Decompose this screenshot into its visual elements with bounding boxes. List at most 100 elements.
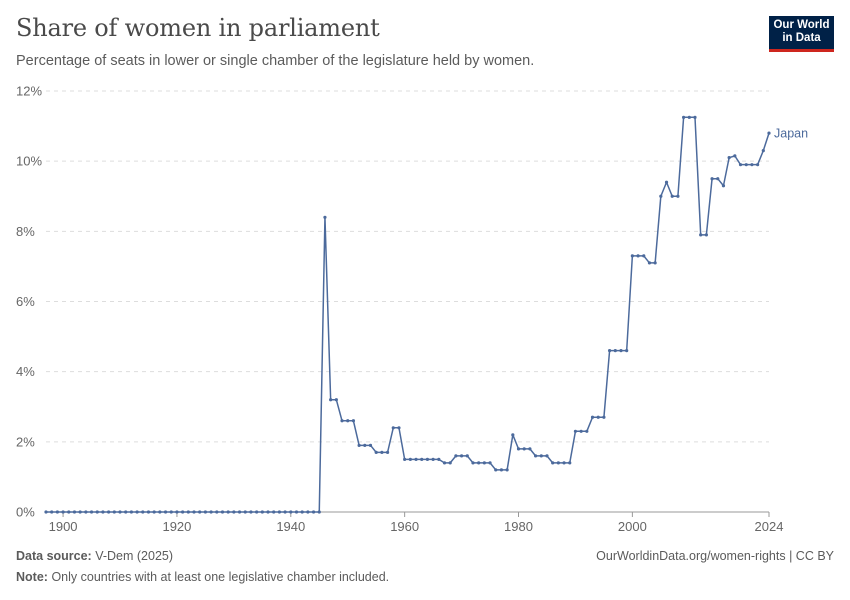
x-tick-label: 1960 (390, 519, 419, 534)
data-point (203, 510, 208, 514)
source-line: Data source: V-Dem (2025) (16, 549, 173, 563)
data-point (266, 510, 270, 514)
data-point (363, 443, 367, 447)
data-point (682, 115, 686, 119)
source-text[interactable]: V-Dem (2025) (95, 549, 174, 563)
series-layer: Japan (44, 115, 808, 514)
data-point (181, 510, 185, 514)
y-tick-label: 0% (16, 505, 35, 520)
data-point (89, 510, 94, 514)
data-point (721, 184, 726, 188)
note-label: Note: (16, 570, 48, 584)
data-point (118, 510, 122, 514)
data-point (767, 131, 771, 135)
data-point (112, 510, 116, 514)
data-point (533, 454, 538, 458)
data-point (391, 426, 395, 430)
data-point (625, 349, 629, 353)
data-point (699, 233, 703, 237)
data-point (50, 510, 54, 514)
data-point (750, 163, 754, 167)
data-point (579, 429, 583, 433)
data-point (237, 510, 242, 514)
data-point (135, 510, 139, 514)
data-point (220, 510, 225, 514)
data-point (488, 461, 492, 465)
data-point (260, 510, 264, 514)
data-point (647, 261, 652, 265)
data-point (499, 468, 504, 472)
data-point (442, 461, 447, 465)
y-tick-label: 4% (16, 364, 35, 379)
series-line (46, 116, 770, 513)
data-point (431, 457, 435, 461)
data-point (425, 457, 430, 461)
data-point (420, 457, 424, 461)
data-point (727, 156, 731, 160)
data-point (152, 510, 156, 514)
data-point (329, 398, 333, 402)
x-tick-label: 2024 (755, 519, 784, 534)
data-point (738, 163, 743, 167)
chart-subtitle: Percentage of seats in lower or single c… (16, 53, 535, 69)
data-point (334, 398, 338, 402)
data-point (477, 461, 481, 465)
data-point (44, 510, 48, 514)
data-point (186, 510, 190, 514)
data-point (84, 510, 88, 514)
data-point (562, 461, 566, 465)
data-point (397, 426, 401, 430)
data-point (300, 510, 304, 514)
data-point (249, 510, 253, 514)
data-point (283, 510, 287, 514)
data-point (385, 450, 390, 454)
axis-layer: 0% 2% 4% 6% 8% 10% 12% 1900 1920 1940 1960 1980 2000… (16, 84, 783, 535)
series-label: Japan (774, 127, 808, 141)
data-point (277, 510, 282, 514)
data-point (243, 510, 247, 514)
data-point (192, 510, 196, 514)
y-tick-label: 8% (16, 224, 35, 239)
data-point (198, 510, 202, 514)
license-link[interactable]: OurWorldinData.org/women-rights | CC BY (596, 549, 834, 563)
data-point (664, 180, 669, 184)
data-point (596, 415, 600, 419)
data-point (710, 177, 714, 181)
data-point (158, 510, 162, 514)
data-point (408, 457, 412, 461)
data-point (613, 349, 617, 353)
data-point (522, 447, 526, 451)
data-point (357, 443, 361, 447)
y-tick-label: 6% (16, 294, 35, 309)
data-point (585, 429, 589, 433)
data-point (516, 447, 521, 451)
data-point (368, 443, 373, 447)
data-point (505, 468, 509, 472)
source-label: Data source: (16, 549, 92, 563)
data-point (101, 510, 105, 514)
data-point (107, 510, 111, 514)
data-point (346, 419, 350, 423)
data-point (317, 510, 321, 514)
data-point (226, 510, 230, 514)
x-tick-label: 1920 (162, 519, 191, 534)
note-line: Note: Only countries with at least one l… (16, 570, 389, 584)
data-point (209, 510, 213, 514)
data-point (590, 415, 595, 419)
owid-logo[interactable]: Our World in Data (769, 16, 834, 52)
data-point (704, 233, 708, 237)
x-tick-label: 1940 (276, 519, 305, 534)
x-tick-label: 1980 (504, 519, 533, 534)
data-point (437, 457, 441, 461)
data-point (619, 349, 623, 353)
data-point (602, 415, 606, 419)
data-point (448, 461, 452, 465)
x-tick-label: 1900 (49, 519, 78, 534)
data-point (169, 510, 173, 514)
data-point (414, 457, 418, 461)
y-tick-label: 12% (16, 84, 42, 99)
data-point (659, 194, 663, 198)
data-point (175, 510, 179, 514)
data-point (676, 194, 680, 198)
data-point (733, 154, 737, 158)
